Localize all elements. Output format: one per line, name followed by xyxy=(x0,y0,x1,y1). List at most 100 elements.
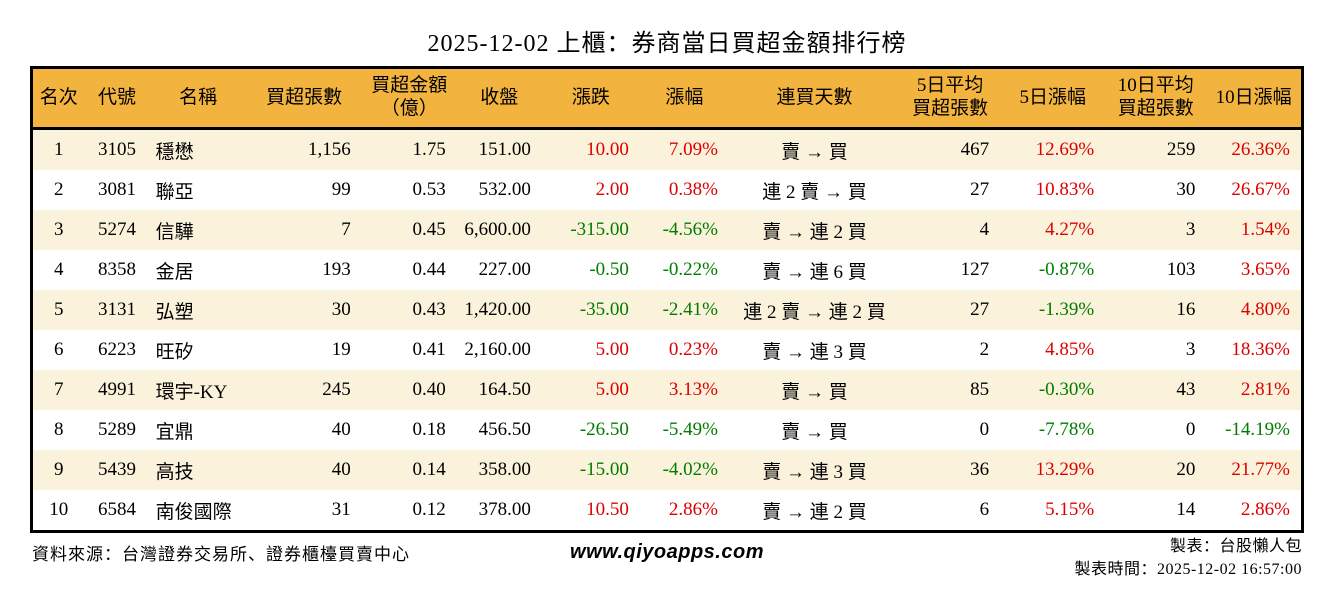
page-title: 2025-12-02 上櫃：券商當日買超金額排行榜 xyxy=(427,31,907,57)
cell-change5-pct: 12.69% xyxy=(1035,139,1095,160)
cell-buy-amount: 0.43 xyxy=(412,299,446,320)
cell-streak: 賣 → 買 xyxy=(781,381,848,403)
cell-change-pct: -5.49% xyxy=(662,419,718,440)
cell-code: 8358 xyxy=(98,259,137,280)
cell-avg10-volume: 3 xyxy=(1185,339,1196,360)
cell-avg10-volume: 14 xyxy=(1176,499,1196,520)
cell-name: 信驊 xyxy=(155,221,194,243)
cell-change-pct: -4.02% xyxy=(662,459,718,480)
column-header-rank: 名次 xyxy=(31,67,85,130)
cell-name: 宜鼎 xyxy=(155,421,194,443)
cell-code: 5274 xyxy=(98,219,137,240)
cell-close: 164.50 xyxy=(478,379,531,400)
cell-buy-volume: 30 xyxy=(331,299,351,320)
cell-change5-pct: 10.83% xyxy=(1035,179,1095,200)
cell-name: 聯亞 xyxy=(155,181,194,203)
cell-close: 151.00 xyxy=(478,139,531,160)
cell-avg5-volume: 27 xyxy=(970,179,990,200)
cell-change: -15.00 xyxy=(579,459,629,480)
table-row: 10 6584 南俊國際 31 0.12 378.00 10.50 2.86% 賣 → 連 2 … xyxy=(31,490,1303,532)
cell-buy-volume: 40 xyxy=(331,419,351,440)
cell-change5-pct: -1.39% xyxy=(1038,299,1095,320)
cell-rank: 8 xyxy=(54,419,64,440)
cell-name: 高技 xyxy=(155,461,194,483)
cell-change10-pct: 26.67% xyxy=(1231,179,1290,200)
table-body: 1 3105 穩懋 1,156 1.75 151.00 10.00 7.09% 賣 → 買 467… xyxy=(31,128,1303,532)
cell-change5-pct: -7.78% xyxy=(1038,419,1095,440)
cell-avg5-volume: 4 xyxy=(979,219,990,240)
column-header-avg10-volume: 10日平均 買超張數 xyxy=(1105,67,1207,130)
cell-avg5-volume: 85 xyxy=(970,379,990,400)
cell-change10-pct: 18.36% xyxy=(1231,339,1290,360)
column-header-change10-pct: 10日漲幅 xyxy=(1206,67,1303,130)
cell-change-pct: 2.86% xyxy=(668,499,718,520)
cell-change5-pct: 5.15% xyxy=(1045,499,1095,520)
cell-change: 10.00 xyxy=(586,139,629,160)
table-row: 6 6223 旺矽 19 0.41 2,160.00 5.00 0.23% 賣 → 連 3 買 2… xyxy=(31,330,1303,370)
cell-buy-amount: 1.75 xyxy=(412,139,446,160)
cell-change-pct: -0.22% xyxy=(662,259,718,280)
cell-buy-amount: 0.14 xyxy=(412,459,446,480)
cell-change5-pct: 4.27% xyxy=(1045,219,1095,240)
cell-change: 5.00 xyxy=(595,379,629,400)
cell-close: 227.00 xyxy=(478,259,531,280)
report-meta: 製表：台股懶人包 製表時間：2025-12-02 16:57:00 xyxy=(1074,535,1302,581)
cell-rank: 3 xyxy=(54,219,64,240)
column-header-change: 漲跌 xyxy=(541,67,640,130)
cell-avg5-volume: 467 xyxy=(960,139,990,160)
cell-avg10-volume: 30 xyxy=(1176,179,1196,200)
cell-change10-pct: 2.81% xyxy=(1240,379,1290,400)
cell-code: 6223 xyxy=(98,339,137,360)
table-row: 3 5274 信驊 7 0.45 6,600.00 -315.00 -4.56% 賣 → 連 2… xyxy=(31,210,1303,250)
cell-change: -0.50 xyxy=(589,259,629,280)
cell-change5-pct: 4.85% xyxy=(1045,339,1095,360)
cell-change10-pct: 3.65% xyxy=(1240,259,1290,280)
cell-name: 穩懋 xyxy=(155,141,194,163)
cell-change: 10.50 xyxy=(586,499,629,520)
cell-buy-volume: 193 xyxy=(322,259,351,280)
cell-avg10-volume: 43 xyxy=(1176,379,1196,400)
cell-rank: 1 xyxy=(54,139,64,160)
cell-streak: 連 2 賣 → 買 xyxy=(762,181,867,203)
cell-buy-volume: 99 xyxy=(331,179,351,200)
cell-rank: 6 xyxy=(54,339,64,360)
cell-change-pct: 7.09% xyxy=(668,139,718,160)
table-row: 5 3131 弘塑 30 0.43 1,420.00 -35.00 -2.41% 連 2 賣 →… xyxy=(31,290,1303,330)
cell-change5-pct: -0.87% xyxy=(1038,259,1095,280)
table-row: 4 8358 金居 193 0.44 227.00 -0.50 -0.22% 賣 → 連 6 買… xyxy=(31,250,1303,290)
cell-code: 3131 xyxy=(98,299,137,320)
cell-code: 6584 xyxy=(98,499,137,520)
cell-rank: 7 xyxy=(54,379,64,400)
cell-rank: 5 xyxy=(54,299,64,320)
cell-change10-pct: 2.86% xyxy=(1240,499,1290,520)
table-row: 9 5439 高技 40 0.14 358.00 -15.00 -4.02% 賣 → 連 3 買… xyxy=(31,450,1303,490)
author-label: 製表：台股懶人包 xyxy=(1169,538,1302,555)
cell-buy-amount: 0.44 xyxy=(412,259,446,280)
cell-streak: 賣 → 連 2 買 xyxy=(762,221,867,243)
cell-code: 4991 xyxy=(98,379,137,400)
website-label: www.qiyoapps.com xyxy=(570,541,764,563)
cell-buy-amount: 0.40 xyxy=(412,379,446,400)
cell-close: 6,600.00 xyxy=(464,219,531,240)
cell-change5-pct: 13.29% xyxy=(1035,459,1095,480)
cell-avg5-volume: 6 xyxy=(979,499,990,520)
cell-close: 532.00 xyxy=(478,179,531,200)
cell-buy-volume: 19 xyxy=(331,339,351,360)
cell-change-pct: 0.38% xyxy=(668,179,718,200)
cell-close: 456.50 xyxy=(478,419,531,440)
column-header-change-pct: 漲幅 xyxy=(639,67,729,130)
cell-change-pct: 3.13% xyxy=(668,379,718,400)
cell-change: -315.00 xyxy=(570,219,629,240)
cell-buy-volume: 7 xyxy=(341,219,351,240)
column-header-code: 代號 xyxy=(84,67,150,130)
cell-change5-pct: -0.30% xyxy=(1038,379,1095,400)
column-header-streak: 連買天數 xyxy=(728,67,901,130)
table-row: 1 3105 穩懋 1,156 1.75 151.00 10.00 7.09% 賣 → 買 467… xyxy=(31,128,1303,170)
cell-avg10-volume: 3 xyxy=(1185,219,1196,240)
cell-avg10-volume: 259 xyxy=(1166,139,1196,160)
cell-change-pct: -4.56% xyxy=(662,219,718,240)
cell-code: 5289 xyxy=(98,419,137,440)
cell-change: -26.50 xyxy=(579,419,629,440)
cell-rank: 10 xyxy=(49,499,69,520)
cell-change: 2.00 xyxy=(595,179,629,200)
